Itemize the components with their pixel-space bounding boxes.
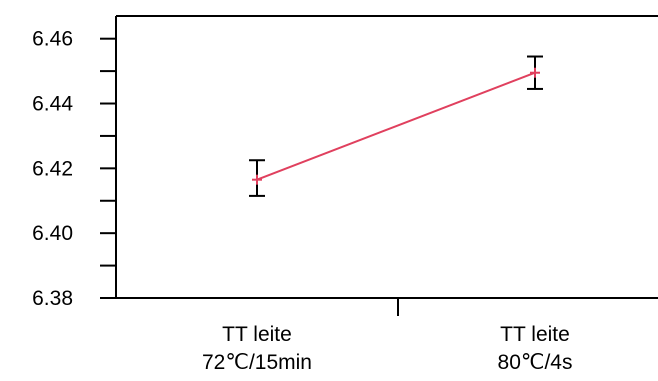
x-category-label-line: 80℃/4s — [498, 351, 573, 374]
x-axis-labels: TT leite 72℃/15min TT leite 80℃/4s — [202, 323, 572, 374]
y-tick-label: 6.44 — [32, 93, 73, 116]
y-tick-label: 6.46 — [32, 28, 73, 51]
y-tick-label: 6.38 — [32, 287, 73, 310]
data-point — [252, 174, 262, 185]
x-category-label-line: 72℃/15min — [202, 351, 312, 374]
series-line — [256, 71, 536, 181]
x-category-label-line: TT leite — [222, 323, 292, 346]
series-layer — [249, 55, 543, 197]
x-category-label-line: TT leite — [500, 323, 570, 346]
y-axis-ticks: 6.38 6.40 6.42 6.44 6.46 — [32, 28, 116, 310]
y-tick-label: 6.40 — [32, 222, 73, 245]
x-category-label: TT leite 72℃/15min — [202, 323, 312, 374]
x-category-label: TT leite 80℃/4s — [498, 323, 573, 374]
axes — [115, 15, 658, 316]
y-tick-label: 6.42 — [32, 157, 73, 180]
data-point — [530, 67, 540, 78]
